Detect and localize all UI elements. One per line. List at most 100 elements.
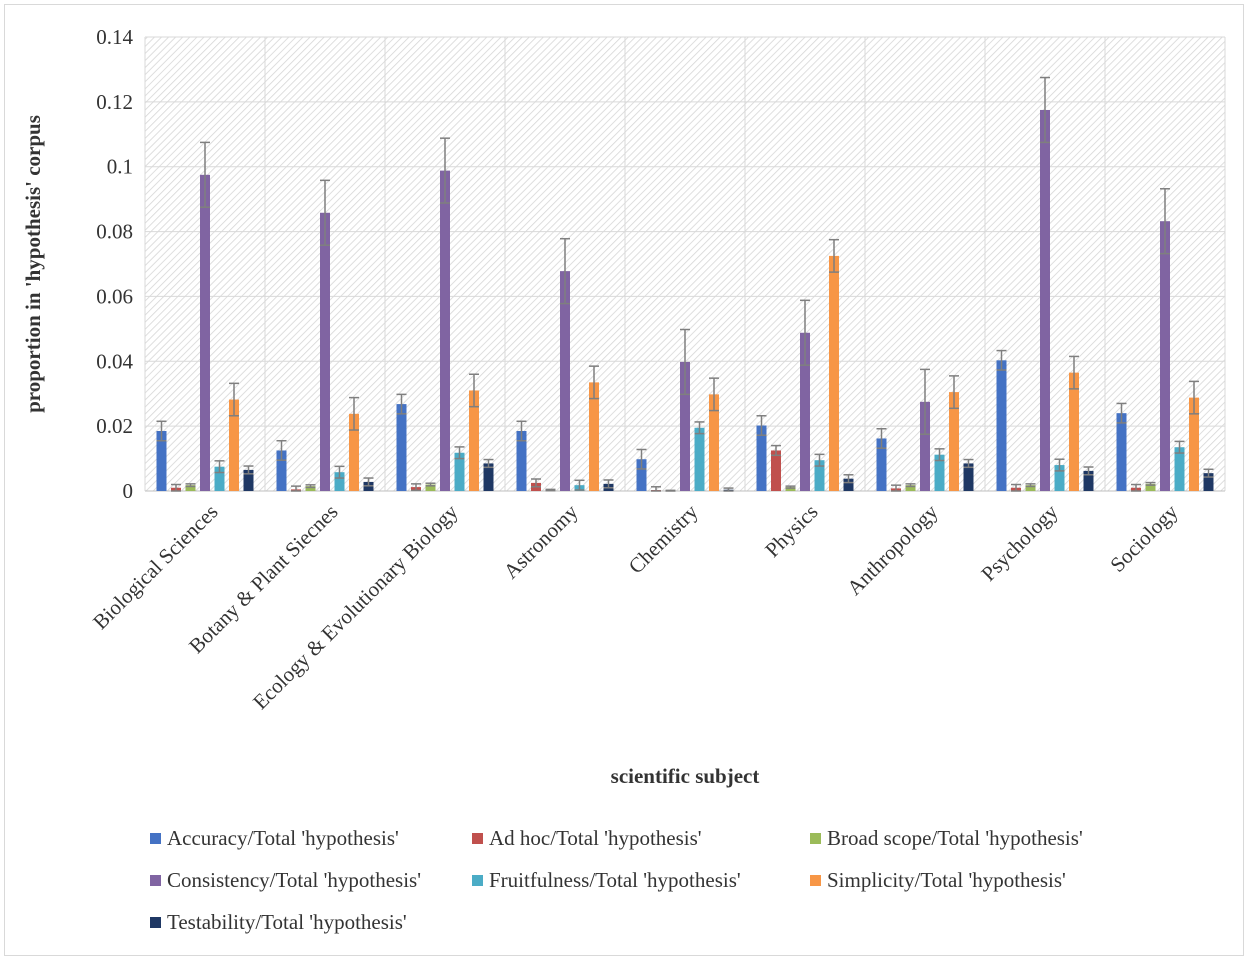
error-bar — [934, 448, 945, 462]
bar — [934, 454, 945, 491]
error-bar — [996, 349, 1007, 371]
bar — [920, 401, 930, 491]
error-bar — [1174, 440, 1185, 454]
error-bar — [1069, 355, 1079, 390]
bar — [200, 174, 210, 492]
x-tick-label: Anthropology — [842, 499, 943, 600]
error-bar — [905, 483, 916, 488]
y-tick-label: 0.12 — [96, 90, 133, 114]
error-bar — [483, 458, 494, 469]
error-bar — [651, 486, 661, 492]
bars — [156, 76, 1214, 492]
bar — [229, 399, 239, 491]
error-bar — [920, 368, 930, 435]
legend-swatch — [150, 833, 161, 844]
x-tick-label: Biological Sciences — [88, 500, 223, 635]
bar — [1025, 485, 1036, 491]
error-bar — [1054, 458, 1065, 472]
y-tick-label: 0.14 — [96, 25, 133, 49]
error-bar — [589, 365, 599, 400]
bar — [1189, 397, 1199, 491]
x-tick-label: Psychology — [976, 499, 1063, 586]
x-tick-label: Sociology — [1105, 499, 1183, 577]
bar — [214, 466, 225, 491]
x-tick-label: Ecology & Evolutionary Biology — [248, 499, 463, 714]
y-tick-label: 0.06 — [96, 284, 133, 308]
bar — [349, 413, 359, 491]
bar — [1145, 483, 1156, 491]
error-bar — [171, 483, 181, 492]
bar — [963, 463, 974, 491]
bar — [560, 271, 570, 491]
error-bar — [396, 393, 407, 415]
error-bar — [665, 489, 676, 492]
bar — [876, 438, 887, 491]
error-bar — [1083, 466, 1094, 476]
legend-item: Consistency/Total 'hypothesis' — [150, 868, 421, 893]
error-bar — [829, 238, 839, 273]
error-bar — [425, 482, 436, 487]
error-bar — [560, 237, 570, 305]
error-bar — [156, 420, 167, 442]
legend-label: Consistency/Total 'hypothesis' — [167, 868, 421, 892]
legend-swatch — [150, 875, 161, 886]
legend-label: Ad hoc/Total 'hypothesis' — [489, 826, 702, 850]
chart-frame — [4, 4, 1244, 956]
error-bar — [440, 137, 450, 204]
error-bar — [469, 373, 479, 408]
y-axis-ticks: 0 0.02 0.04 0.06 0.08 0.1 0.12 0.14 — [96, 25, 133, 503]
legend-item: Testability/Total 'hypothesis' — [150, 910, 407, 935]
error-bar — [291, 485, 301, 492]
error-bar — [1025, 483, 1036, 488]
error-bar — [1145, 481, 1156, 486]
bar — [636, 459, 647, 491]
legend-swatch — [472, 875, 483, 886]
error-bar — [320, 179, 330, 246]
error-bar — [771, 444, 781, 457]
bar — [1083, 470, 1094, 491]
bar — [756, 425, 767, 491]
bar — [156, 431, 167, 491]
legend-item: Fruitfulness/Total 'hypothesis' — [472, 868, 741, 893]
error-bar — [185, 483, 196, 488]
bar — [1040, 109, 1050, 491]
bar — [843, 478, 854, 491]
error-bar — [411, 483, 421, 492]
legend-swatch — [472, 833, 483, 844]
error-bar — [636, 448, 647, 470]
legend-item: Ad hoc/Total 'hypothesis' — [472, 826, 702, 851]
y-tick-label: 0.1 — [107, 155, 133, 179]
bar — [589, 382, 599, 491]
legend-item: Accuracy/Total 'hypothesis' — [150, 826, 399, 851]
error-bar — [545, 488, 556, 492]
error-bar — [1203, 468, 1214, 478]
bar — [243, 469, 254, 491]
error-bar — [229, 382, 239, 417]
error-bar — [709, 377, 719, 412]
error-bar — [680, 328, 690, 396]
bar — [185, 485, 196, 491]
bar — [1203, 473, 1214, 491]
legend-label: Fruitfulness/Total 'hypothesis' — [489, 868, 741, 892]
error-bar — [800, 299, 810, 366]
error-bar — [454, 446, 465, 460]
y-tick-label: 0.02 — [96, 414, 133, 438]
bar — [800, 332, 810, 491]
bar — [396, 404, 407, 491]
bar — [276, 450, 287, 491]
y-tick-label: 0 — [123, 479, 134, 503]
error-bar — [243, 465, 254, 475]
y-tick-label: 0.08 — [96, 220, 133, 244]
bar — [305, 486, 316, 491]
bar — [1160, 221, 1170, 492]
bar — [771, 450, 781, 491]
error-bar — [1040, 76, 1050, 144]
bar — [996, 360, 1007, 491]
bar — [709, 394, 719, 491]
bar — [1116, 413, 1127, 491]
error-bar — [276, 439, 287, 461]
bar — [1069, 372, 1079, 491]
bar — [949, 392, 959, 491]
